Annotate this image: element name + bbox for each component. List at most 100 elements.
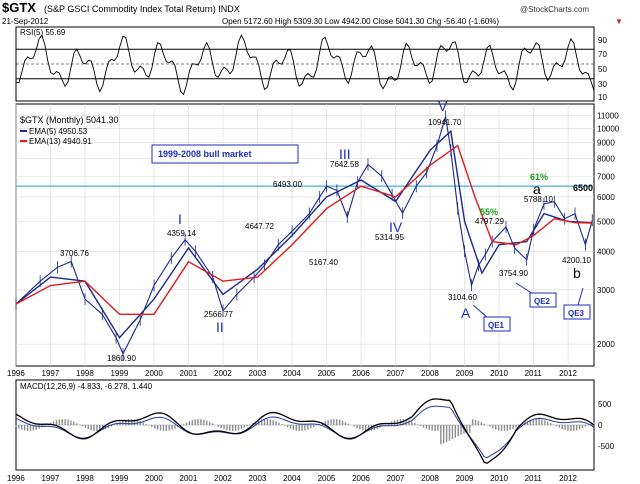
x-tick-label: 2007 [387, 474, 405, 483]
x-tick-label: 1996 [7, 474, 25, 483]
price-tick: 6000 [597, 193, 615, 202]
price-tick: 3000 [597, 286, 615, 295]
x-tick-label: 2004 [283, 474, 301, 483]
price-label: 4647.72 [245, 222, 274, 231]
price-label: 3754.90 [499, 269, 528, 278]
x-axis-bottom: 1996 1997 1998 1999 2000 2001 2002 2003 2004 2005… [7, 474, 577, 483]
x-tick-label: 2005 [318, 369, 336, 378]
x-tick-label: 2006 [352, 474, 370, 483]
bull-market-box [151, 144, 299, 164]
price-tick: 7000 [597, 172, 615, 181]
rsi-tick: 30 [598, 80, 607, 89]
wave-a: a [533, 181, 541, 197]
rsi-line [15, 34, 595, 96]
chart-date: 21-Sep-2012 [2, 17, 49, 26]
wave-II: II [216, 319, 224, 335]
legend-price: $GTX (Monthly) 5041.30 [20, 115, 119, 125]
x-tick-label: 2001 [180, 369, 198, 378]
price-label: 2566.77 [204, 310, 233, 319]
rsi-tick: 10 [598, 93, 607, 102]
x-tick-label: 2008 [421, 369, 439, 378]
macd-layer [15, 398, 595, 464]
price-label: 6493.00 [273, 180, 302, 189]
x-tick-label: 2003 [249, 474, 267, 483]
qe2-box [529, 292, 557, 308]
qe2-label: QE2 [534, 297, 551, 306]
qe-callouts: QE1 QE2 QE3 [472, 282, 591, 332]
price-label: 4797.29 [475, 217, 504, 226]
wave-V: V [438, 98, 448, 114]
wave-I: I [178, 211, 182, 227]
x-tick-label: 2001 [180, 474, 198, 483]
price-tick: 5000 [597, 217, 615, 226]
price-tick: 4000 [597, 247, 615, 256]
ohlc-readout: Open 5172.60 High 5309.30 Low 4942.00 Cl… [222, 17, 499, 26]
qe1-box [483, 316, 511, 332]
macd-label: MACD(12,26,9) -4.833, -6.278, 1.440 [20, 382, 153, 391]
macd-line [15, 398, 595, 464]
price-label: 3104.60 [448, 293, 477, 302]
price-label: 5788.10 [524, 195, 553, 204]
x-tick-label: 2008 [421, 474, 439, 483]
qe2-pointer [515, 282, 534, 295]
x-tick-label: 1998 [76, 474, 94, 483]
x-tick-label: 2000 [145, 474, 163, 483]
qe3-label: QE3 [568, 309, 585, 318]
x-tick-label: 2002 [214, 474, 232, 483]
x-tick-label: 1999 [111, 369, 129, 378]
rsi-tick: 90 [598, 36, 607, 45]
macd-tick: 500 [598, 400, 612, 409]
rsi-tick: 50 [598, 65, 607, 74]
wave-b: b [573, 265, 581, 281]
x-tick-label: 2007 [387, 369, 405, 378]
price-label: 3706.76 [60, 249, 89, 258]
threshold-label: 6500 [573, 183, 593, 193]
symbol-title: $GTX [2, 0, 36, 15]
x-tick-label: 2006 [352, 369, 370, 378]
price-label: 5314.95 [375, 233, 404, 242]
price-label: 10941.70 [428, 118, 462, 127]
qe3-pointer [577, 287, 584, 306]
price-annotations: 3706.76 1860.90 4359.14 2566.77 4647.72 … [60, 118, 591, 363]
x-tick-label: 2005 [318, 474, 336, 483]
x-tick-label: 2010 [490, 474, 508, 483]
qe1-pointer [472, 304, 489, 319]
bull-market-label: 1999-2008 bull market [158, 149, 252, 159]
wave-IV: IV [389, 219, 403, 235]
macd-tick: 0 [598, 421, 603, 430]
price-legend: $GTX (Monthly) 5041.30 EMA(5) 4950.53 EM… [20, 115, 119, 146]
qe3-box [563, 304, 591, 320]
legend-ema5: EMA(5) 4950.53 [29, 127, 88, 136]
x-tick-label: 1997 [42, 369, 60, 378]
grid-layer [15, 104, 594, 366]
price-tick: 11000 [597, 112, 619, 121]
x-tick-label: 1999 [111, 474, 129, 483]
x-tick-label: 2012 [559, 369, 577, 378]
price-tick: 8000 [597, 154, 615, 163]
pct-55: 55% [480, 207, 498, 217]
qe1-label: QE1 [488, 321, 505, 330]
price-label: 5167.40 [309, 258, 338, 267]
ema5-line [15, 129, 593, 339]
price-label: 1860.90 [107, 354, 136, 363]
x-tick-label: 2010 [490, 369, 508, 378]
rsi-tick: 70 [598, 50, 607, 59]
price-tick: 9000 [597, 139, 615, 148]
price-label: 4359.14 [167, 229, 196, 238]
x-tick-label: 2009 [456, 474, 474, 483]
ema13-line [15, 144, 593, 315]
chg-down-icon: ▼ [615, 17, 623, 26]
rsi-label: RSI(5) 55.69 [20, 28, 66, 37]
x-tick-label: 2004 [283, 369, 301, 378]
x-tick-label: 2009 [456, 369, 474, 378]
x-tick-label: 1996 [7, 369, 25, 378]
x-tick-label: 1997 [42, 474, 60, 483]
x-tick-label: 2011 [525, 369, 543, 378]
x-tick-label: 2003 [249, 369, 267, 378]
wave-A: A [461, 305, 471, 321]
x-axis-mid: 1996 1997 1998 1999 2000 2001 2002 2003 2004 2005… [7, 369, 577, 378]
watermark: @StockCharts.com [520, 5, 589, 14]
rsi-axis: 90 70 50 30 10 [598, 36, 607, 102]
price-tick: 10000 [597, 124, 620, 133]
x-tick-label: 2002 [214, 369, 232, 378]
